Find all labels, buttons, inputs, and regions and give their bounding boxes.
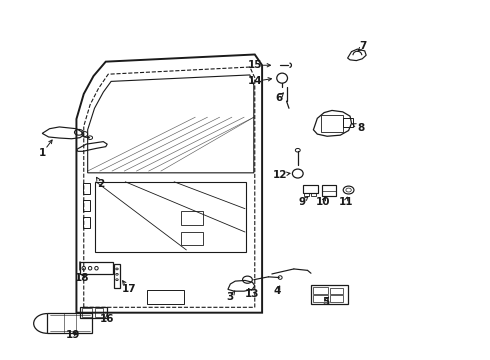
Bar — [343, 118, 353, 127]
Bar — [82, 308, 92, 317]
Text: 19: 19 — [66, 330, 80, 340]
Text: 12: 12 — [273, 170, 288, 180]
Text: 13: 13 — [245, 289, 259, 299]
Bar — [114, 264, 120, 288]
Bar — [321, 116, 343, 132]
Bar — [322, 185, 336, 196]
Bar — [181, 231, 203, 245]
Bar — [311, 285, 347, 304]
Bar — [181, 211, 203, 225]
Bar — [147, 290, 184, 304]
Bar — [95, 308, 103, 317]
Bar — [313, 287, 328, 294]
Text: 2: 2 — [97, 179, 104, 189]
Text: 3: 3 — [227, 292, 234, 302]
Bar — [330, 288, 343, 294]
Bar — [95, 182, 246, 252]
Text: 11: 11 — [339, 197, 353, 207]
Text: 8: 8 — [358, 123, 365, 133]
Text: 7: 7 — [360, 41, 367, 51]
Bar — [83, 200, 90, 211]
Text: 17: 17 — [122, 284, 136, 294]
Bar — [304, 193, 309, 196]
Text: 1: 1 — [39, 148, 46, 158]
Bar — [47, 314, 92, 333]
Text: 18: 18 — [75, 273, 90, 283]
Text: 9: 9 — [298, 197, 306, 207]
Bar — [330, 295, 343, 302]
Bar — [303, 185, 318, 193]
Bar — [313, 295, 328, 302]
Bar — [83, 217, 90, 228]
Text: 10: 10 — [316, 197, 330, 207]
Bar — [311, 193, 316, 196]
Bar — [83, 183, 90, 194]
Text: 15: 15 — [247, 60, 262, 70]
Text: 14: 14 — [247, 76, 262, 86]
Bar — [80, 262, 113, 274]
Text: 4: 4 — [273, 286, 281, 296]
Bar — [80, 307, 107, 318]
Text: 5: 5 — [322, 297, 329, 307]
Text: 16: 16 — [100, 314, 115, 324]
Text: 6: 6 — [275, 93, 283, 103]
